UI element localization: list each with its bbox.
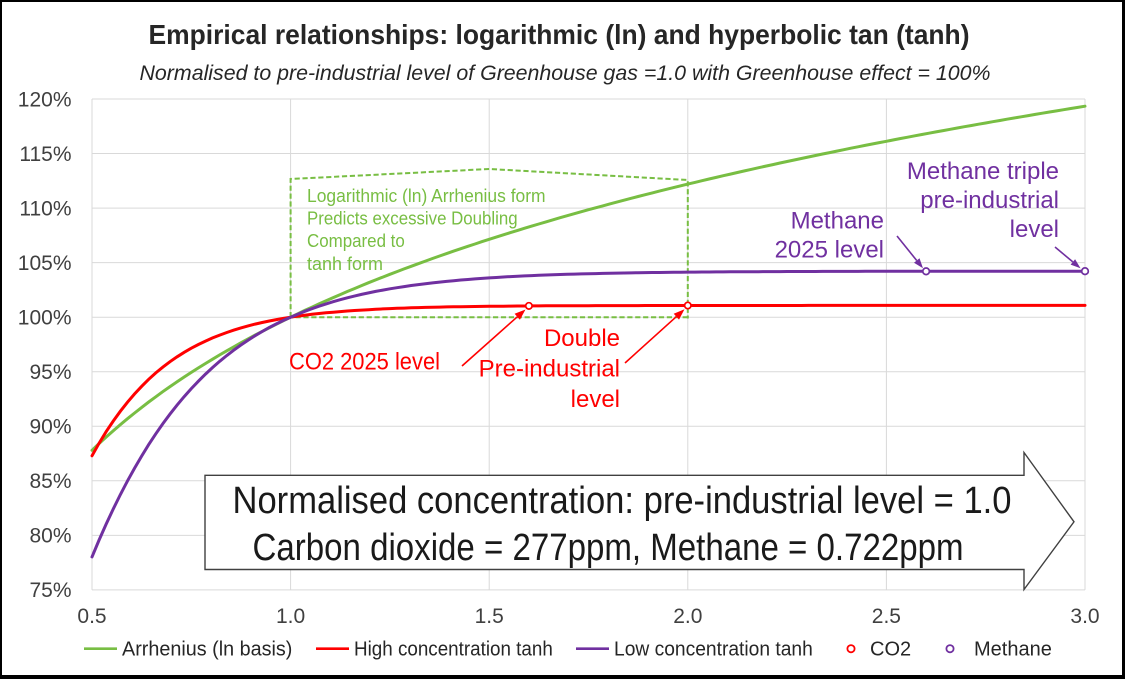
- svg-text:120%: 120%: [18, 88, 72, 111]
- svg-text:0.5: 0.5: [77, 605, 106, 628]
- svg-text:3.0: 3.0: [1070, 605, 1099, 628]
- svg-text:85%: 85%: [29, 470, 71, 493]
- svg-text:Methane: Methane: [974, 639, 1052, 661]
- svg-text:CO2: CO2: [870, 639, 911, 661]
- svg-text:Double: Double: [544, 325, 620, 352]
- svg-text:Logarithmic (ln) Arrhenius for: Logarithmic (ln) Arrhenius form: [307, 185, 546, 206]
- svg-text:Empirical relationships: logar: Empirical relationships: logarithmic (ln…: [149, 19, 970, 50]
- svg-text:Predicts excessive Doubling: Predicts excessive Doubling: [307, 208, 518, 229]
- svg-text:75%: 75%: [29, 579, 71, 602]
- svg-text:tanh form: tanh form: [307, 253, 383, 274]
- svg-text:pre-industrial: pre-industrial: [920, 187, 1059, 214]
- svg-text:Compared to: Compared to: [307, 230, 405, 251]
- svg-text:level: level: [1010, 216, 1059, 243]
- svg-text:1.5: 1.5: [475, 605, 504, 628]
- svg-text:Carbon dioxide = 277ppm, Metha: Carbon dioxide = 277ppm, Methane = 0.722…: [253, 527, 964, 569]
- svg-text:High concentration tanh: High concentration tanh: [354, 639, 553, 661]
- svg-text:90%: 90%: [29, 416, 71, 439]
- svg-text:80%: 80%: [29, 525, 71, 548]
- svg-text:Low concentration tanh: Low concentration tanh: [614, 639, 813, 661]
- svg-text:1.0: 1.0: [276, 605, 305, 628]
- svg-text:2.5: 2.5: [872, 605, 901, 628]
- svg-text:95%: 95%: [29, 361, 71, 384]
- svg-text:Methane: Methane: [791, 208, 884, 235]
- svg-text:Pre-industrial: Pre-industrial: [479, 355, 620, 382]
- svg-text:Normalised concentration: pre-: Normalised concentration: pre-industrial…: [233, 480, 1012, 522]
- svg-text:2025 level: 2025 level: [775, 237, 884, 264]
- svg-text:Normalised to pre-industrial l: Normalised to pre-industrial level of Gr…: [140, 62, 991, 85]
- svg-text:level: level: [571, 386, 620, 413]
- svg-text:105%: 105%: [18, 252, 72, 275]
- svg-text:CO2 2025 level: CO2 2025 level: [289, 349, 440, 376]
- svg-text:2.0: 2.0: [673, 605, 702, 628]
- svg-text:115%: 115%: [19, 143, 71, 166]
- svg-text:Arrhenius (ln basis): Arrhenius (ln basis): [122, 639, 292, 661]
- svg-text:110%: 110%: [19, 197, 71, 220]
- svg-text:100%: 100%: [18, 307, 72, 330]
- svg-text:Methane triple: Methane triple: [907, 158, 1059, 185]
